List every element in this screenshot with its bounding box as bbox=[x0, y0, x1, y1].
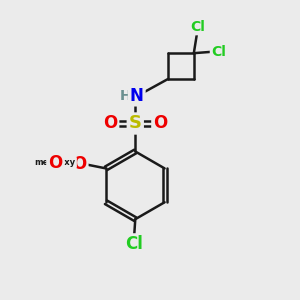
Text: Cl: Cl bbox=[212, 45, 226, 59]
Text: O: O bbox=[48, 154, 62, 172]
Text: N: N bbox=[130, 86, 144, 104]
Text: O: O bbox=[153, 115, 167, 133]
Text: S: S bbox=[129, 115, 142, 133]
Text: Cl: Cl bbox=[190, 20, 205, 34]
Text: Cl: Cl bbox=[125, 235, 143, 253]
Text: methoxy: methoxy bbox=[35, 158, 76, 167]
Text: H: H bbox=[120, 88, 132, 103]
Text: O: O bbox=[103, 115, 117, 133]
Text: O: O bbox=[72, 155, 87, 173]
